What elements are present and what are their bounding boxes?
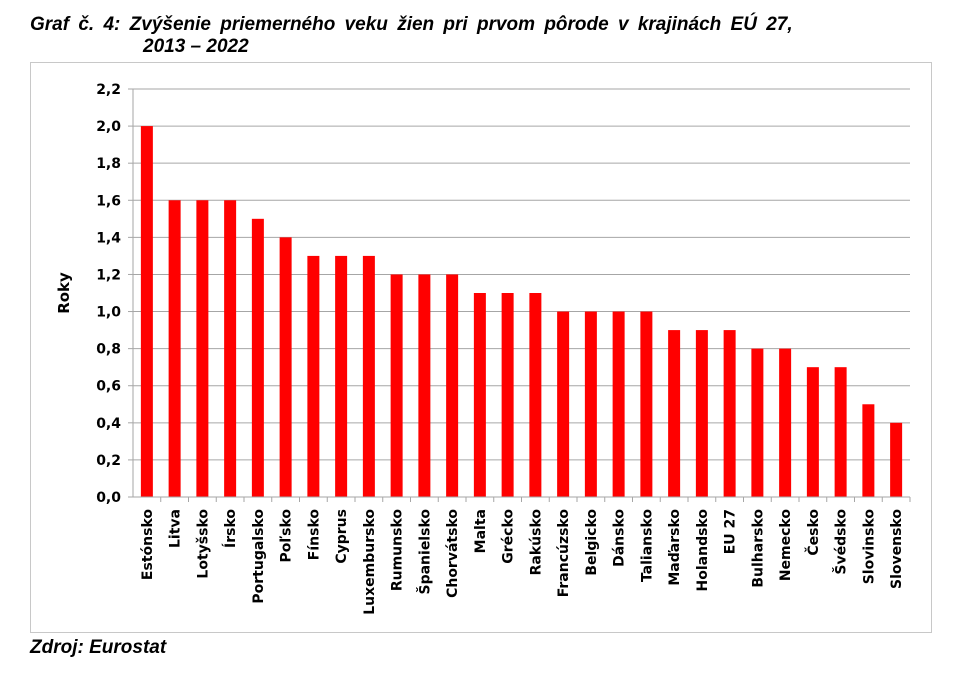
bar	[557, 311, 570, 497]
y-axis-label: Roky	[55, 272, 73, 314]
bar	[473, 293, 486, 497]
bar	[806, 367, 819, 497]
x-tick-label: Litva	[168, 509, 184, 548]
x-tick-label: Poľsko	[279, 509, 295, 563]
x-tick-label: Fínsko	[306, 509, 322, 561]
y-tick-label: 2,2	[96, 82, 121, 98]
bar	[307, 255, 320, 497]
x-tick-label: Portugalsko	[251, 509, 267, 604]
x-tick-label: Rakúsko	[528, 509, 544, 576]
bar	[279, 237, 292, 497]
chart-title-years: 2013 – 2022	[143, 36, 249, 57]
bar	[723, 330, 736, 497]
bar	[612, 311, 625, 497]
x-tick-label: Luxembursko	[362, 509, 378, 615]
x-tick-label: Nemecko	[778, 509, 794, 582]
bar	[779, 348, 792, 497]
x-tick-label: Španielsko	[415, 509, 433, 595]
bar	[224, 200, 237, 498]
x-tick-label: Dánsko	[612, 509, 628, 567]
chart-title: Graf č. 4: Zvýšenie priemerného veku žie…	[30, 14, 793, 35]
bar	[335, 255, 348, 497]
y-tick-label: 1,0	[96, 305, 121, 321]
x-tick-label: Írsko	[222, 509, 239, 548]
y-tick-label: 1,8	[96, 156, 121, 172]
bar	[668, 330, 681, 497]
bar	[168, 200, 181, 498]
bar	[862, 404, 875, 497]
x-tick-label: Malta	[473, 509, 489, 553]
bar	[418, 274, 431, 497]
x-tick-label: Cyprus	[334, 509, 350, 564]
y-tick-label: 0,6	[96, 379, 121, 395]
y-tick-label: 0,0	[96, 490, 121, 506]
bar	[501, 293, 514, 497]
y-tick-label: 0,8	[96, 342, 121, 358]
y-tick-label: 0,2	[96, 453, 121, 469]
y-tick-label: 2,0	[96, 119, 121, 135]
y-tick-label: 1,4	[96, 230, 121, 246]
x-tick-label: Taliansko	[639, 509, 655, 582]
x-tick-label: Česko	[804, 509, 822, 556]
bar	[362, 255, 375, 497]
x-tick-label: Švédsko	[832, 509, 850, 575]
x-tick-label: Maďarsko	[667, 509, 683, 586]
bar	[834, 367, 847, 497]
y-tick-label: 1,2	[96, 267, 121, 283]
x-tick-label: Rumunsko	[390, 509, 406, 592]
x-tick-label: Lotyšsko	[195, 509, 211, 579]
bar	[584, 311, 597, 497]
x-tick-label: Grécko	[501, 509, 517, 564]
x-tick-label: Estónsko	[140, 509, 156, 580]
x-tick-label: Slovinsko	[861, 509, 877, 585]
bar	[751, 348, 764, 497]
bar	[251, 218, 264, 497]
x-tick-label: Belgicko	[584, 509, 600, 576]
x-tick-label: Chorvátsko	[445, 509, 461, 598]
chart-frame	[30, 62, 932, 633]
source-note: Zdroj: Eurostat	[30, 637, 167, 658]
x-tick-label: EU 27	[723, 509, 739, 554]
y-tick-label: 1,6	[96, 193, 121, 209]
y-tick-label: 0,4	[96, 416, 121, 432]
x-tick-label: Slovensko	[889, 509, 905, 589]
bar	[446, 274, 459, 497]
bar	[695, 330, 708, 497]
bar	[390, 274, 403, 497]
bar	[196, 200, 209, 498]
x-tick-label: Bulharsko	[750, 509, 766, 588]
x-tick-label: Holandsko	[695, 509, 711, 592]
bar	[640, 311, 653, 497]
bar	[140, 126, 153, 497]
bar	[890, 422, 903, 497]
x-tick-label: Francúzsko	[556, 509, 572, 598]
bar	[529, 293, 542, 497]
